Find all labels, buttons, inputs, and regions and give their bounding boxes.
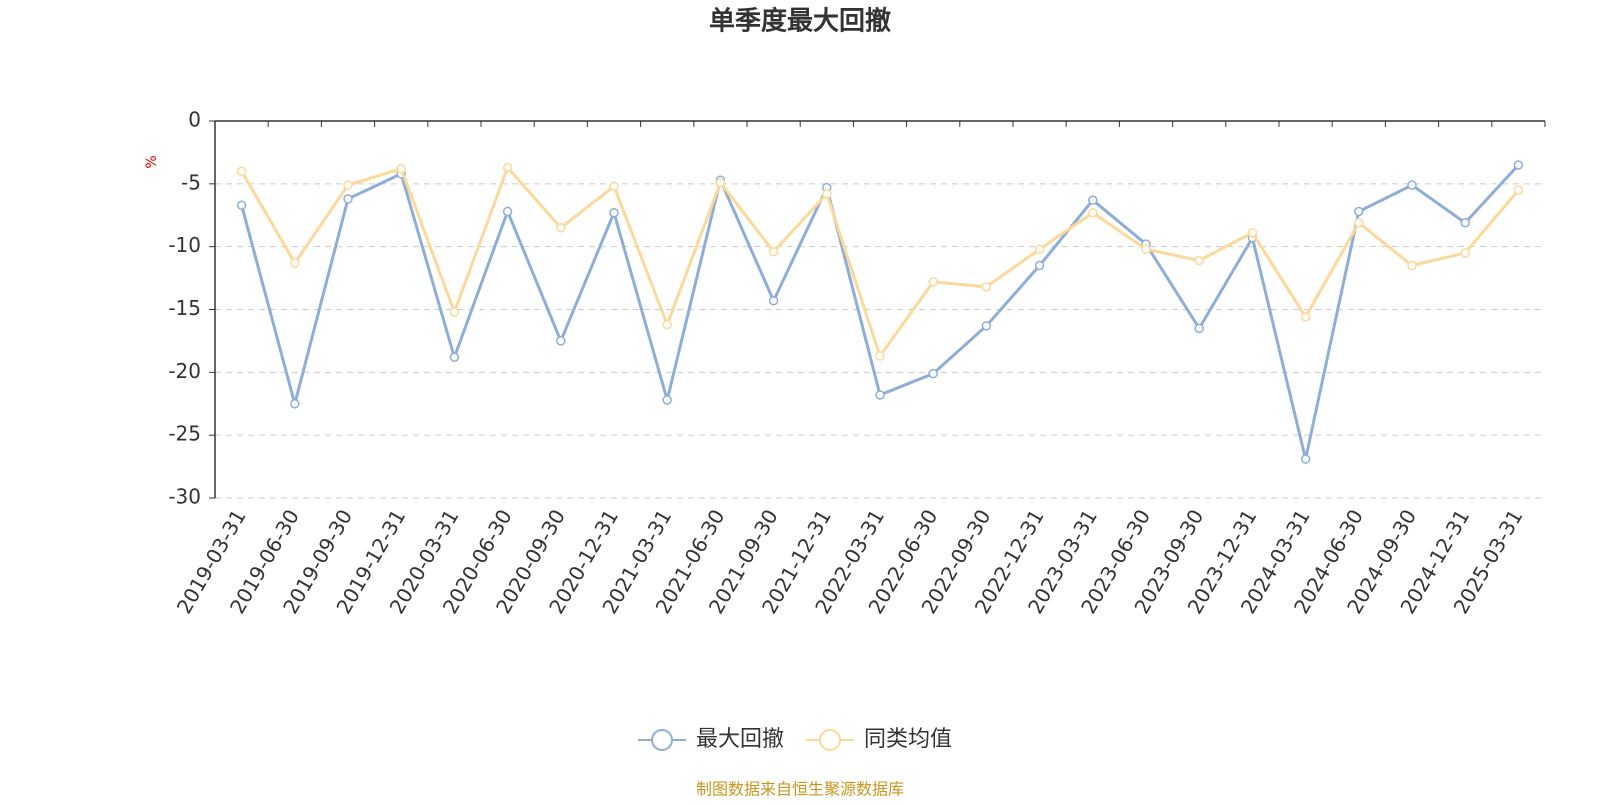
data-point <box>396 164 406 174</box>
data-point <box>981 321 992 331</box>
data-point <box>1407 260 1417 271</box>
y-tick-label: -25 <box>168 422 201 446</box>
data-point <box>343 180 353 190</box>
data-point <box>1247 228 1258 238</box>
data-point <box>290 258 300 268</box>
data-point <box>449 307 460 317</box>
series-line <box>240 163 1520 460</box>
chart-title: 单季度最大回撤 <box>709 6 891 37</box>
data-point <box>1460 218 1470 228</box>
data-point <box>609 207 619 218</box>
data-point <box>1088 207 1098 218</box>
y-tick-label: -20 <box>168 359 201 383</box>
data-point <box>1354 218 1364 228</box>
data-point <box>822 189 832 199</box>
data-point <box>1034 260 1045 271</box>
y-tick-label: -30 <box>168 485 201 509</box>
data-point <box>1141 244 1151 254</box>
data-point <box>662 395 672 405</box>
legend-marker <box>819 729 842 751</box>
data-point <box>875 351 885 361</box>
data-point <box>928 277 938 287</box>
legend-label[interactable]: 同类均值 <box>864 727 952 752</box>
data-point <box>236 166 247 177</box>
data-point <box>1513 185 1524 195</box>
data-point <box>236 200 247 210</box>
data-point <box>715 177 726 188</box>
legend-marker <box>651 729 673 751</box>
data-point <box>343 194 353 204</box>
legend-label[interactable]: 最大回撤 <box>696 727 784 752</box>
data-point <box>609 181 619 192</box>
data-point <box>1354 206 1364 217</box>
data-point <box>502 206 513 217</box>
data-point <box>556 336 566 346</box>
data-point <box>768 295 779 306</box>
y-axis-label: % <box>144 155 160 168</box>
y-tick-label: -10 <box>168 233 201 257</box>
data-point <box>449 352 460 363</box>
source-note: 制图数据来自恒生聚源数据库 <box>696 780 904 799</box>
data-point <box>1088 195 1098 205</box>
data-point <box>1460 248 1470 258</box>
data-point <box>875 390 885 400</box>
data-point <box>928 368 938 379</box>
data-point <box>1300 454 1311 464</box>
y-tick-label: -5 <box>181 170 201 194</box>
data-point <box>1034 244 1045 254</box>
data-point <box>662 319 672 330</box>
data-point <box>768 246 779 257</box>
data-point <box>981 282 992 292</box>
y-tick-label: -15 <box>168 296 201 320</box>
data-point <box>556 223 566 233</box>
data-point <box>502 162 513 173</box>
data-point <box>1407 180 1417 190</box>
data-point <box>290 399 300 409</box>
data-point <box>1194 255 1204 266</box>
data-point <box>1300 312 1311 322</box>
series-line <box>240 164 1520 360</box>
data-point <box>1513 160 1524 170</box>
y-tick-label: 0 <box>188 108 201 132</box>
data-point <box>1194 323 1204 334</box>
